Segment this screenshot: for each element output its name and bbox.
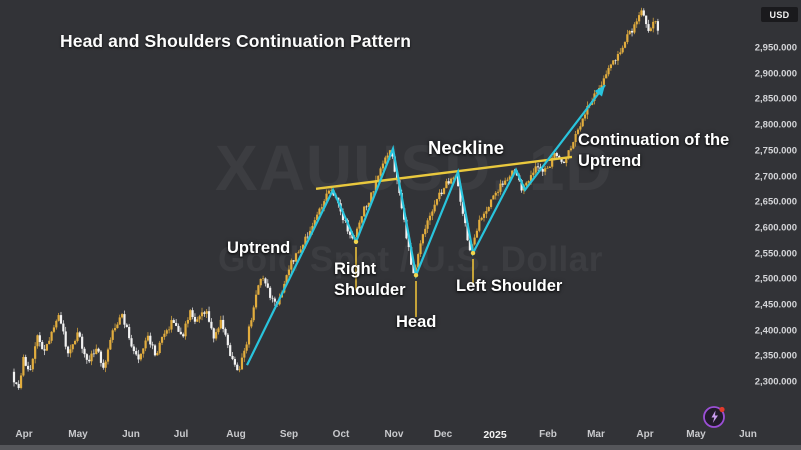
- time-tick-label: May: [68, 429, 88, 440]
- annotation-neckline: Neckline: [428, 137, 505, 158]
- time-tick-label: Feb: [539, 429, 557, 440]
- price-tick-label: 2,400.000: [754, 325, 797, 337]
- price-tick-label: 2,300.000: [754, 376, 797, 388]
- annotation-uptrend: Uptrend: [227, 239, 291, 257]
- price-tick-label: 2,900.000: [754, 68, 797, 80]
- time-tick-label: May: [686, 429, 706, 440]
- time-tick-label: Jun: [739, 429, 757, 440]
- annotation-continuation: Continuation of the Uptrend: [578, 131, 730, 171]
- price-tick-label: 2,550.000: [754, 248, 797, 260]
- notification-dot: [719, 406, 725, 413]
- price-tick-label: 2,850.000: [754, 93, 797, 105]
- annotation-left-shoulder: Left Shoulder: [456, 277, 563, 295]
- pattern-overlay-layer: [246, 84, 606, 366]
- currency-toggle-button[interactable]: USD: [761, 7, 798, 22]
- time-tick-label: Oct: [332, 429, 350, 440]
- time-tick-label: Jun: [122, 429, 140, 440]
- price-tick-label: 2,800.000: [754, 119, 797, 131]
- lightning-icon: [711, 410, 718, 423]
- time-tick-label: Dec: [433, 429, 453, 440]
- price-tick-label: 2,350.000: [754, 350, 797, 362]
- time-tick-label: Sep: [279, 429, 299, 440]
- price-tick-label: 2,650.000: [754, 196, 797, 208]
- time-tick-label: Aug: [226, 429, 246, 440]
- annotation-right-shoulder: Right Shoulder: [334, 260, 406, 300]
- price-tick-label: 2,600.000: [754, 222, 797, 234]
- price-tick-label: 2,500.000: [754, 273, 797, 285]
- price-tick-label: 2,750.000: [754, 145, 797, 157]
- price-axis[interactable]: USD 2,950.000 2,900.000 2,850.000 2,800.000…: [747, 0, 801, 430]
- time-tick-label: Apr: [636, 429, 654, 440]
- chart-title: Head and Shoulders Continuation Pattern: [60, 31, 412, 51]
- time-tick-label: Mar: [587, 429, 605, 440]
- time-tick-label: Apr: [15, 429, 33, 440]
- price-tick-label: 2,700.000: [754, 171, 797, 182]
- app-logo-badge[interactable]: [702, 404, 727, 429]
- annotation-head: Head: [396, 313, 437, 331]
- time-tick-label: 2025: [483, 429, 507, 441]
- time-tick-label: Jul: [173, 429, 189, 440]
- price-tick-label: 2,950.000: [754, 42, 797, 54]
- bottom-edge-divider: [0, 445, 801, 450]
- time-tick-label: Nov: [384, 429, 404, 440]
- time-axis[interactable]: Apr May Jun Jul Aug Sep Oct Nov Dec 2025 Feb Mar Apr…: [0, 429, 801, 445]
- price-tick-label: 2,450.000: [754, 299, 797, 311]
